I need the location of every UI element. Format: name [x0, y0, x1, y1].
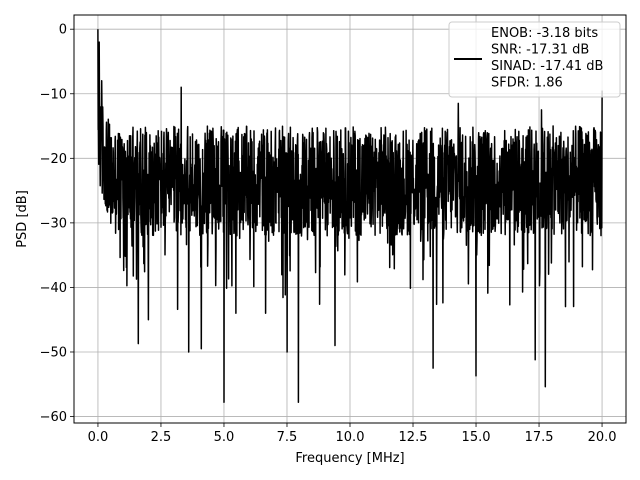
- legend-entry-enob: ENOB: -3.18 bits: [491, 26, 598, 41]
- y-tick-label: −50: [40, 345, 67, 360]
- x-tick-label: 20.0: [588, 430, 617, 445]
- legend: ENOB: -3.18 bits SNR: -17.31 dB SINAD: -…: [448, 21, 621, 98]
- y-tick-label: −60: [40, 410, 67, 425]
- legend-entry-sfdr: SFDR: 1.86: [491, 76, 563, 91]
- psd-series: [97, 29, 603, 404]
- x-tick-label: 12.5: [399, 430, 428, 445]
- y-axis-label: PSD [dB]: [15, 190, 30, 248]
- x-ticks: 0.0 2.5 5.0 7.5 10.0 12.5 15.0 17.5 20.0: [88, 423, 617, 445]
- x-tick-label: 5.0: [214, 430, 235, 445]
- legend-box: [448, 21, 621, 98]
- x-tick-label: 15.0: [462, 430, 491, 445]
- x-tick-label: 10.0: [336, 430, 365, 445]
- x-tick-label: 2.5: [151, 430, 172, 445]
- legend-entry-snr: SNR: -17.31 dB: [491, 43, 589, 58]
- x-tick-label: 7.5: [277, 430, 298, 445]
- x-tick-label: 0.0: [88, 430, 109, 445]
- psd-line: [97, 29, 603, 404]
- y-tick-label: 0: [59, 23, 67, 38]
- y-ticks: 0 −10 −20 −30 −40 −50 −60: [40, 23, 74, 425]
- y-tick-label: −10: [40, 87, 67, 102]
- y-tick-label: −20: [40, 152, 67, 167]
- x-axis-label: Frequency [MHz]: [295, 451, 404, 466]
- x-tick-label: 17.5: [525, 430, 554, 445]
- y-tick-label: −40: [40, 281, 67, 296]
- legend-entry-sinad: SINAD: -17.41 dB: [491, 59, 603, 74]
- y-tick-label: −30: [40, 216, 67, 231]
